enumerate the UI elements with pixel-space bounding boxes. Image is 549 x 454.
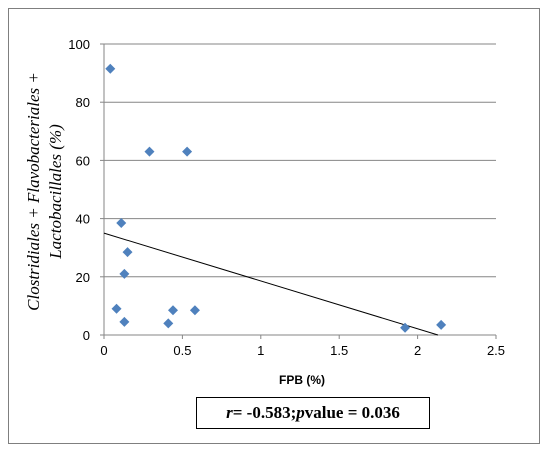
data-point-8 — [163, 318, 174, 329]
data-point-0 — [105, 63, 116, 74]
y-axis-title-line-2: Lactobacillales (%) — [46, 124, 65, 260]
p-symbol: p — [296, 403, 305, 422]
data-point-11 — [400, 322, 411, 333]
data-point-4 — [122, 247, 133, 258]
r-symbol: r — [226, 403, 233, 422]
x-axis-title: FPB (%) — [279, 373, 325, 387]
correlation-stats-box: r = -0.583; p value = 0.036 — [196, 397, 430, 429]
data-point-3 — [116, 217, 127, 228]
y-tick-label-2: 40 — [76, 212, 90, 227]
r-value-text: = -0.583; — [232, 403, 297, 422]
data-point-1 — [144, 146, 155, 157]
data-point-12 — [436, 319, 447, 330]
y-axis-title: Clostridiales + Flavobacteriales + Lacto… — [24, 72, 65, 311]
axes — [100, 43, 497, 339]
data-point-10 — [189, 305, 200, 316]
y-tick-labels: 0 20 40 60 80 100 — [68, 37, 90, 343]
y-tick-label-1: 20 — [76, 270, 90, 285]
data-point-2 — [182, 146, 193, 157]
x-tick-label-5: 2.5 — [487, 343, 505, 358]
y-tick-label-3: 60 — [76, 153, 90, 168]
y-tick-label-0: 0 — [83, 328, 90, 343]
y-tick-label-4: 80 — [76, 95, 90, 110]
data-points — [105, 63, 447, 333]
grid-lines — [104, 43, 496, 278]
data-point-5 — [119, 268, 130, 279]
x-tick-label-0: 0 — [100, 343, 107, 358]
p-value-text: value = 0.036 — [304, 403, 400, 422]
chart-frame — [8, 8, 540, 444]
x-tick-label-1: 0.5 — [173, 343, 191, 358]
trendline — [103, 232, 439, 336]
data-point-7 — [119, 316, 130, 327]
y-tick-label-5: 100 — [68, 37, 90, 52]
data-point-9 — [167, 305, 178, 316]
x-tick-label-4: 2 — [414, 343, 421, 358]
x-tick-label-3: 1.5 — [330, 343, 348, 358]
y-axis-title-line-1: Clostridiales + Flavobacteriales + — [24, 72, 43, 311]
x-tick-label-2: 1 — [257, 343, 264, 358]
x-tick-labels: 0 0.5 1 1.5 2 2.5 — [100, 343, 505, 358]
data-point-6 — [111, 303, 122, 314]
